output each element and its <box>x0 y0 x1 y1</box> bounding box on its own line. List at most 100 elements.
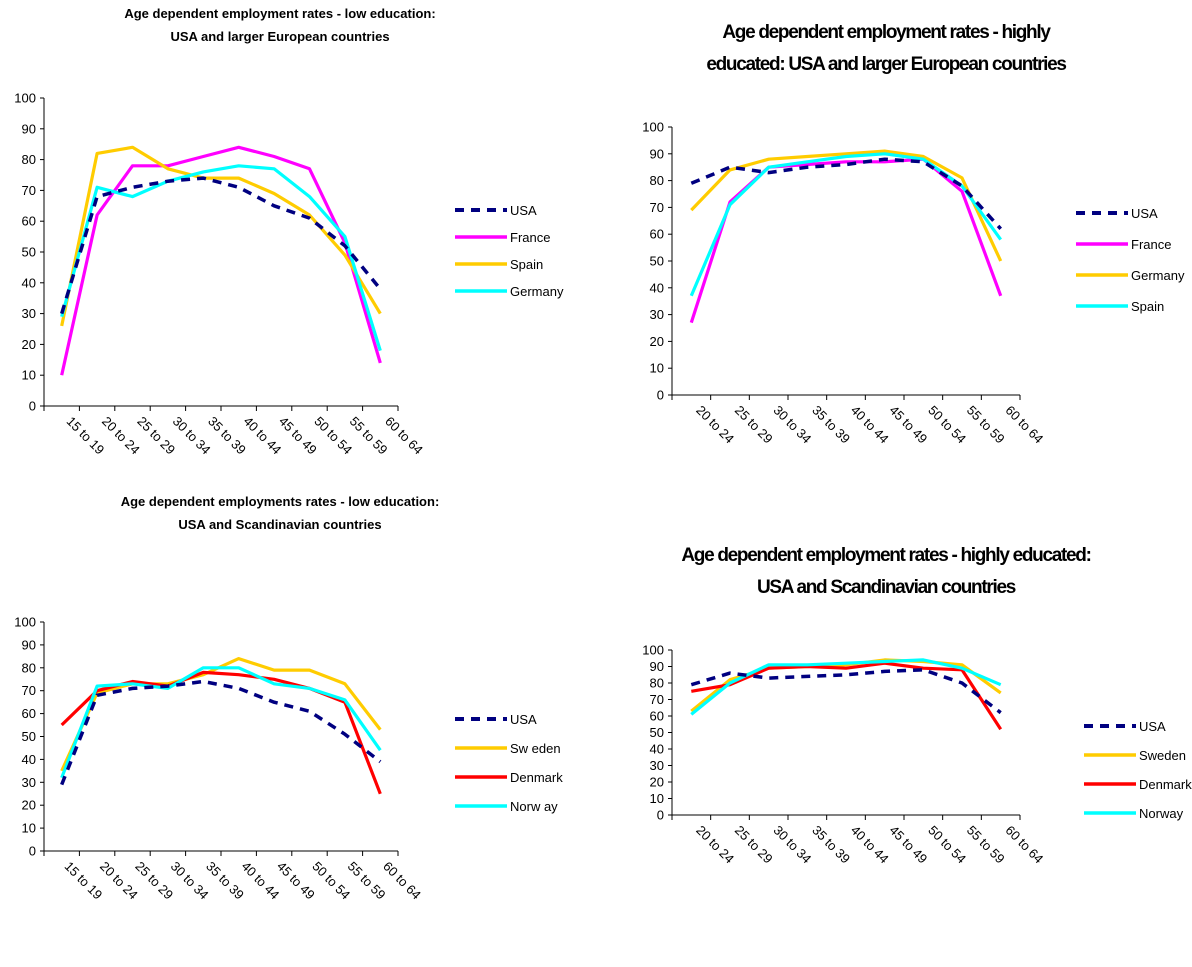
y-tick-label: 100 <box>14 91 36 106</box>
y-tick-label: 60 <box>650 709 664 724</box>
legend-entry: Denmark <box>455 770 563 785</box>
x-tick-label: 50 to 54 <box>309 859 353 903</box>
y-tick-label: 20 <box>650 334 664 349</box>
chart-high-edu-scandinavia: Age dependent employment rates - highly … <box>642 545 1192 867</box>
series-line-france <box>689 157 1003 324</box>
y-tick-label: 80 <box>22 152 36 167</box>
y-tick-label: 70 <box>22 683 36 698</box>
chart-title-line: educated: USA and larger European countr… <box>706 54 1066 75</box>
legend-entry: Spain <box>455 257 543 272</box>
y-tick-label: 40 <box>22 275 36 290</box>
legend-entry: Germany <box>1076 268 1185 283</box>
chart-low-edu-europe: Age dependent employment rates - low edu… <box>14 6 564 458</box>
legend-label: USA <box>1131 206 1158 221</box>
y-tick-label: 20 <box>22 337 36 352</box>
x-tick-label: 20 to 24 <box>99 414 143 458</box>
x-tick-label: 50 to 54 <box>925 823 969 867</box>
series-line-denmark <box>691 661 1003 731</box>
x-tick-label: 20 to 24 <box>97 859 141 903</box>
y-tick-label: 60 <box>22 214 36 229</box>
x-tick-label: 40 to 44 <box>241 414 285 458</box>
x-tick-label: 50 to 54 <box>925 403 969 447</box>
x-tick-label: 55 to 59 <box>345 859 389 903</box>
legend-entry: Sw eden <box>455 741 561 756</box>
x-tick-label: 50 to 54 <box>311 414 355 458</box>
series-line-usa <box>690 157 1002 230</box>
x-tick-label: 15 to 19 <box>64 414 108 458</box>
x-tick-label: 25 to 29 <box>134 414 178 458</box>
legend-entry: Norway <box>1084 806 1184 821</box>
legend-entry: Spain <box>1076 299 1164 314</box>
y-tick-label: 30 <box>650 758 664 773</box>
x-tick-label: 55 to 59 <box>347 414 391 458</box>
x-tick-label: 30 to 34 <box>771 403 815 447</box>
y-tick-label: 50 <box>22 245 36 260</box>
y-tick-label: 40 <box>22 752 36 767</box>
legend-entry: France <box>455 230 550 245</box>
x-tick-label: 35 to 39 <box>809 823 853 867</box>
x-tick-label: 15 to 19 <box>62 859 106 903</box>
legend-label: Sweden <box>1139 748 1186 763</box>
legend-entry: France <box>1076 237 1171 252</box>
y-tick-label: 40 <box>650 742 664 757</box>
x-tick-label: 60 to 64 <box>380 859 424 903</box>
x-tick-label: 30 to 34 <box>170 414 214 458</box>
y-tick-label: 70 <box>22 183 36 198</box>
x-tick-label: 60 to 64 <box>1003 823 1047 867</box>
y-tick-label: 80 <box>650 173 664 188</box>
chart-title-line: Age dependent employment rates - highly <box>722 22 1051 43</box>
chart-title-line: Age dependent employment rates - highly … <box>681 545 1090 566</box>
chart-title-line: USA and Scandinavian countries <box>757 577 1016 598</box>
y-tick-label: 70 <box>650 692 664 707</box>
y-tick-label: 0 <box>29 399 36 414</box>
y-tick-label: 20 <box>22 798 36 813</box>
series-line-sweden <box>60 657 382 772</box>
y-tick-label: 40 <box>650 280 664 295</box>
y-tick-label: 0 <box>29 844 36 859</box>
x-tick-label: 45 to 49 <box>887 823 931 867</box>
legend-label: Norway <box>1139 806 1184 821</box>
x-tick-label: 35 to 39 <box>205 414 249 458</box>
x-tick-label: 45 to 49 <box>276 414 320 458</box>
legend-label: USA <box>510 712 537 727</box>
x-tick-label: 55 to 59 <box>964 403 1008 447</box>
y-tick-label: 90 <box>650 659 664 674</box>
series-line-germany <box>690 149 1003 262</box>
series-line-usa <box>60 176 382 315</box>
y-tick-label: 10 <box>650 361 664 376</box>
x-tick-label: 35 to 39 <box>809 403 853 447</box>
chart-high-edu-europe: Age dependent employment rates - highly e… <box>642 22 1185 447</box>
x-tick-label: 55 to 59 <box>964 823 1008 867</box>
x-tick-label: 30 to 34 <box>168 859 212 903</box>
legend-entry: Sweden <box>1084 748 1186 763</box>
x-tick-label: 25 to 29 <box>732 823 776 867</box>
legend-label: Germany <box>510 284 564 299</box>
legend-label: Denmark <box>510 770 563 785</box>
legend-entry: Germany <box>455 284 564 299</box>
chart-title-line: Age dependent employments rates - low ed… <box>121 494 440 509</box>
x-tick-label: 60 to 64 <box>1003 403 1047 447</box>
legend-entry: Denmark <box>1084 777 1192 792</box>
series-line-spain <box>689 152 1002 297</box>
y-tick-label: 0 <box>657 388 664 403</box>
y-tick-label: 100 <box>642 643 664 658</box>
series-line-germany <box>60 164 382 352</box>
y-tick-label: 100 <box>14 615 36 630</box>
y-tick-label: 20 <box>650 775 664 790</box>
legend-label: Sw eden <box>510 741 561 756</box>
legend-entry: USA <box>1076 206 1158 221</box>
x-tick-label: 35 to 39 <box>203 859 247 903</box>
y-tick-label: 70 <box>650 200 664 215</box>
x-tick-label: 60 to 64 <box>382 414 426 458</box>
legend-label: Spain <box>510 257 543 272</box>
y-tick-label: 90 <box>22 637 36 652</box>
x-tick-label: 40 to 44 <box>848 403 892 447</box>
legend-entry: USA <box>455 712 537 727</box>
legend-label: USA <box>1139 719 1166 734</box>
x-tick-label: 40 to 44 <box>239 859 283 903</box>
y-tick-label: 50 <box>650 725 664 740</box>
x-tick-label: 25 to 29 <box>132 859 176 903</box>
legend-label: USA <box>510 203 537 218</box>
y-tick-label: 100 <box>642 120 664 135</box>
x-tick-label: 30 to 34 <box>771 823 815 867</box>
